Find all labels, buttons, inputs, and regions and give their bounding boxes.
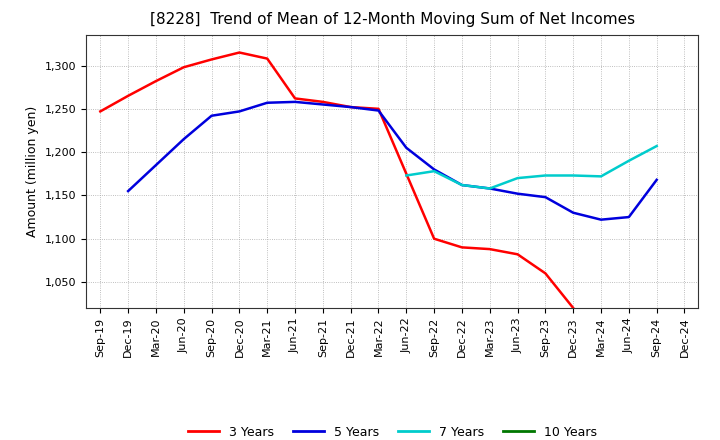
- Title: [8228]  Trend of Mean of 12-Month Moving Sum of Net Incomes: [8228] Trend of Mean of 12-Month Moving …: [150, 12, 635, 27]
- Y-axis label: Amount (million yen): Amount (million yen): [27, 106, 40, 237]
- Legend: 3 Years, 5 Years, 7 Years, 10 Years: 3 Years, 5 Years, 7 Years, 10 Years: [183, 421, 602, 440]
